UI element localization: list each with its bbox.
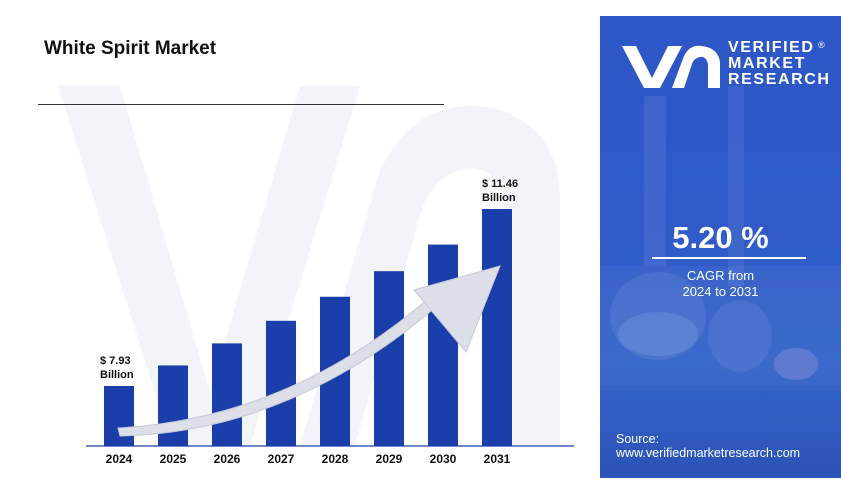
- registered-mark: ®: [818, 40, 825, 50]
- x-tick-label: 2025: [160, 452, 187, 466]
- x-tick-label: 2026: [214, 452, 241, 466]
- cagr-label: CAGR from: [686, 268, 755, 283]
- x-tick-label: 2027: [268, 452, 295, 466]
- title-divider: [38, 104, 444, 105]
- data-label-value: $ 11.46: [482, 178, 518, 190]
- x-tick-label: 2031: [484, 452, 511, 466]
- bar-chart: 2024 2025 2026 2027 2028 2029 2030 2031 $ 7.93 Bi…: [86, 178, 574, 466]
- trend-arrow: [117, 265, 501, 437]
- data-label-unit: Billion: [482, 192, 516, 204]
- bar-2030: [428, 244, 458, 446]
- source-url: www.verifiedmarketresearch.com: [616, 446, 801, 460]
- data-label-unit: Billion: [100, 369, 134, 381]
- bar-2031: [482, 209, 512, 446]
- x-tick-label: 2030: [430, 452, 457, 466]
- cagr-value: 5.20 %: [672, 220, 769, 255]
- vmr-watermark-logo: [58, 86, 560, 446]
- brand-line-1: VERIFIED: [728, 39, 815, 56]
- x-tick-label: 2024: [106, 452, 133, 466]
- chart-panel: White Spirit Market 2024 2025 2026 2027 2028…: [38, 38, 574, 466]
- bar-2029: [374, 271, 404, 446]
- x-tick-label: 2028: [322, 452, 349, 466]
- cagr-divider: [652, 257, 806, 259]
- bar-2026: [212, 343, 242, 446]
- brand-line-3: RESEARCH: [728, 71, 831, 88]
- vmr-logo-icon: [622, 45, 720, 88]
- source-label: Source:: [616, 432, 660, 446]
- x-tick-label: 2029: [376, 452, 403, 466]
- lab-flask-image: [600, 86, 841, 386]
- bar-2027: [266, 320, 296, 446]
- brand-line-2: MARKET: [728, 55, 807, 72]
- summary-panel: VERIFIED MARKET RESEARCH ® 5.20 % CAGR f…: [600, 16, 841, 478]
- page-title: White Spirit Market: [44, 38, 217, 59]
- data-label-value: $ 7.93: [100, 355, 131, 367]
- bar-2024: [104, 386, 134, 446]
- cagr-period: 2024 to 2031: [682, 284, 759, 299]
- bar-2025: [158, 365, 188, 446]
